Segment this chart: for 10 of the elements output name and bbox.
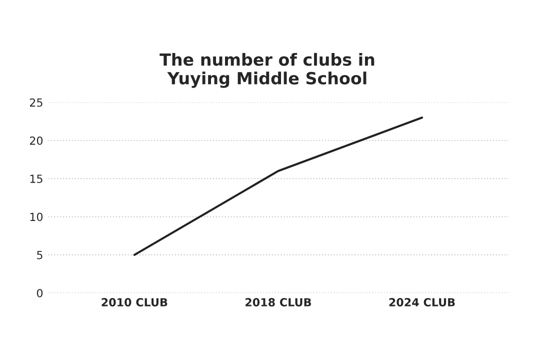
y-tick-label: 20 [30, 136, 43, 145]
y-tick-label: 25 [30, 98, 42, 107]
y-tick-label: 10 [30, 212, 43, 222]
x-tick-label: 2018 CLUB [246, 298, 311, 306]
x-tick-label: 2010 CLUB [102, 298, 168, 306]
chart-title: The number of clubs in Yuying Middle School [160, 52, 374, 88]
y-tick-label: 15 [30, 174, 42, 183]
x-tick-label: 2024 CLUB [389, 298, 455, 306]
y-tick-label: 0 [36, 288, 43, 298]
y-tick-label: 5 [37, 250, 42, 260]
